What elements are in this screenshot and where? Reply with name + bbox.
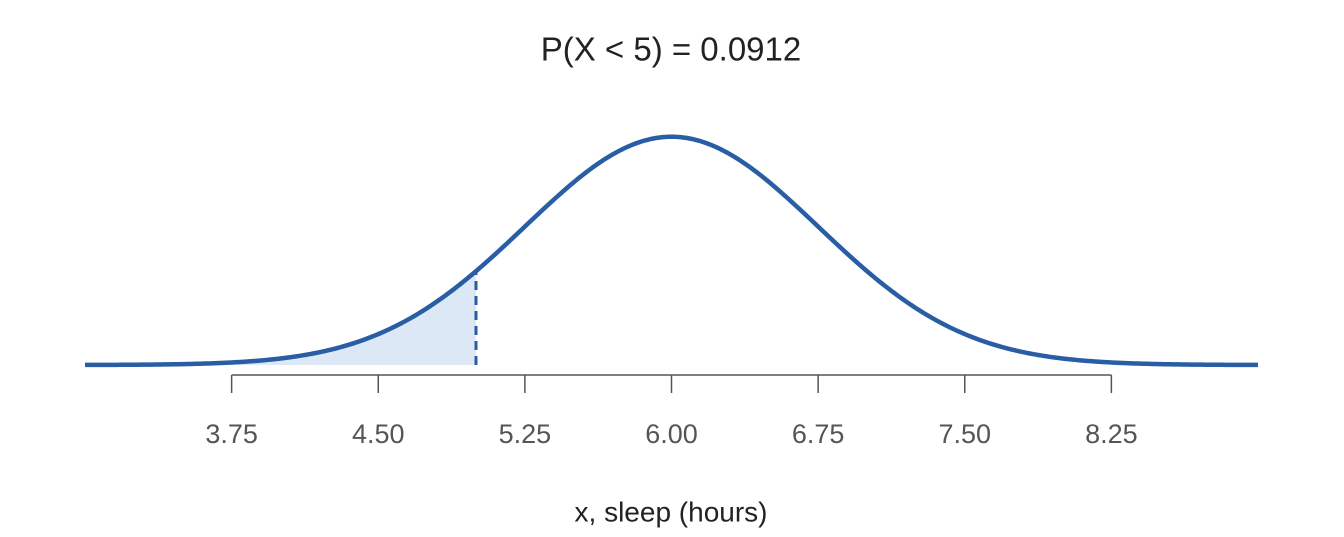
x-tick-label: 8.25 <box>1085 419 1138 449</box>
x-tick-label: 7.50 <box>938 419 991 449</box>
x-tick-label: 6.00 <box>645 419 698 449</box>
density-curve <box>84 134 1259 368</box>
x-axis-label: x, sleep (hours) <box>575 496 768 527</box>
x-tick-label: 5.25 <box>499 419 552 449</box>
x-tick-label: 6.75 <box>792 419 845 449</box>
x-tick-label: 4.50 <box>352 419 405 449</box>
chart-title: P(X < 5) = 0.0912 <box>541 31 802 68</box>
shaded-area <box>85 271 476 365</box>
x-tick-label: 3.75 <box>205 419 258 449</box>
